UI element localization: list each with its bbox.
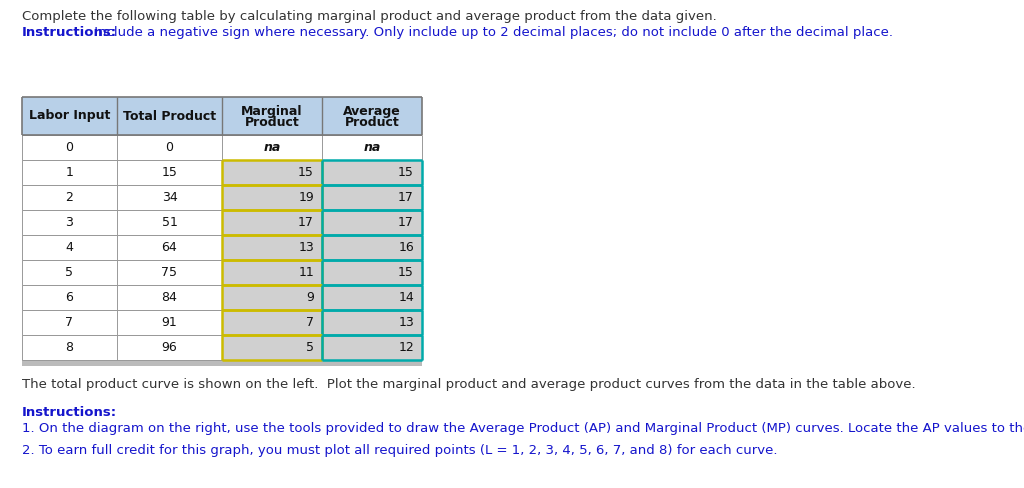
- Text: Complete the following table by calculating marginal product and average product: Complete the following table by calculat…: [22, 10, 717, 23]
- Text: 17: 17: [398, 216, 414, 229]
- Text: 51: 51: [162, 216, 177, 229]
- Bar: [22, 360, 422, 366]
- Text: 12: 12: [398, 341, 414, 354]
- Text: 1: 1: [66, 166, 74, 179]
- Text: 13: 13: [298, 241, 314, 254]
- Text: 13: 13: [398, 316, 414, 329]
- Text: na: na: [263, 141, 281, 154]
- Bar: [222, 235, 322, 260]
- Bar: [322, 185, 422, 210]
- Bar: [117, 235, 222, 260]
- Bar: [322, 135, 422, 160]
- Text: 19: 19: [298, 191, 314, 204]
- Bar: [117, 260, 222, 285]
- Bar: [117, 135, 222, 160]
- Text: 34: 34: [162, 191, 177, 204]
- Bar: [322, 335, 422, 360]
- Bar: [117, 285, 222, 310]
- Text: 16: 16: [398, 241, 414, 254]
- Text: 15: 15: [398, 266, 414, 279]
- Text: 0: 0: [66, 141, 74, 154]
- Text: Instructions:: Instructions:: [22, 406, 117, 419]
- Bar: [22, 160, 117, 185]
- Text: 7: 7: [66, 316, 74, 329]
- Bar: [222, 310, 322, 335]
- Text: Instructions:: Instructions:: [22, 26, 117, 39]
- Text: 9: 9: [306, 291, 314, 304]
- Text: 2. To earn full credit for this graph, you must plot all required points (L = 1,: 2. To earn full credit for this graph, y…: [22, 444, 777, 457]
- Text: 14: 14: [398, 291, 414, 304]
- Text: 6: 6: [66, 291, 74, 304]
- Text: 5: 5: [66, 266, 74, 279]
- Text: 15: 15: [398, 166, 414, 179]
- Text: na: na: [364, 141, 381, 154]
- Bar: [22, 260, 117, 285]
- Bar: [117, 335, 222, 360]
- Text: Include a negative sign where necessary. Only include up to 2 decimal places; do: Include a negative sign where necessary.…: [90, 26, 893, 39]
- Bar: [117, 310, 222, 335]
- Text: 17: 17: [398, 191, 414, 204]
- Text: 11: 11: [298, 266, 314, 279]
- Text: 75: 75: [162, 266, 177, 279]
- Bar: [322, 285, 422, 310]
- Text: Product: Product: [345, 117, 399, 129]
- Text: 15: 15: [162, 166, 177, 179]
- Bar: [322, 260, 422, 285]
- Text: The total product curve is shown on the left.  Plot the marginal product and ave: The total product curve is shown on the …: [22, 378, 915, 391]
- Bar: [222, 210, 322, 235]
- Bar: [22, 310, 117, 335]
- Bar: [22, 97, 422, 135]
- Text: 64: 64: [162, 241, 177, 254]
- Text: 17: 17: [298, 216, 314, 229]
- Text: Marginal: Marginal: [242, 104, 303, 118]
- Bar: [222, 185, 322, 210]
- Text: Labor Input: Labor Input: [29, 109, 111, 122]
- Text: 4: 4: [66, 241, 74, 254]
- Text: 8: 8: [66, 341, 74, 354]
- Bar: [117, 210, 222, 235]
- Bar: [222, 135, 322, 160]
- Text: 84: 84: [162, 291, 177, 304]
- Bar: [117, 160, 222, 185]
- Bar: [322, 160, 422, 185]
- Text: Average: Average: [343, 104, 400, 118]
- Bar: [22, 335, 117, 360]
- Bar: [322, 210, 422, 235]
- Bar: [22, 185, 117, 210]
- Bar: [22, 210, 117, 235]
- Text: 91: 91: [162, 316, 177, 329]
- Bar: [222, 260, 322, 285]
- Text: 5: 5: [306, 341, 314, 354]
- Text: 1. On the diagram on the right, use the tools provided to draw the Average Produ: 1. On the diagram on the right, use the …: [22, 422, 1024, 435]
- Bar: [222, 335, 322, 360]
- Text: 96: 96: [162, 341, 177, 354]
- Text: 2: 2: [66, 191, 74, 204]
- Bar: [222, 285, 322, 310]
- Bar: [117, 185, 222, 210]
- Bar: [322, 310, 422, 335]
- Bar: [222, 160, 322, 185]
- Bar: [322, 235, 422, 260]
- Text: Product: Product: [245, 117, 299, 129]
- Text: 7: 7: [306, 316, 314, 329]
- Bar: [22, 135, 117, 160]
- Text: 0: 0: [166, 141, 173, 154]
- Text: Total Product: Total Product: [123, 109, 216, 122]
- Text: 3: 3: [66, 216, 74, 229]
- Text: 15: 15: [298, 166, 314, 179]
- Bar: [22, 285, 117, 310]
- Bar: [22, 235, 117, 260]
